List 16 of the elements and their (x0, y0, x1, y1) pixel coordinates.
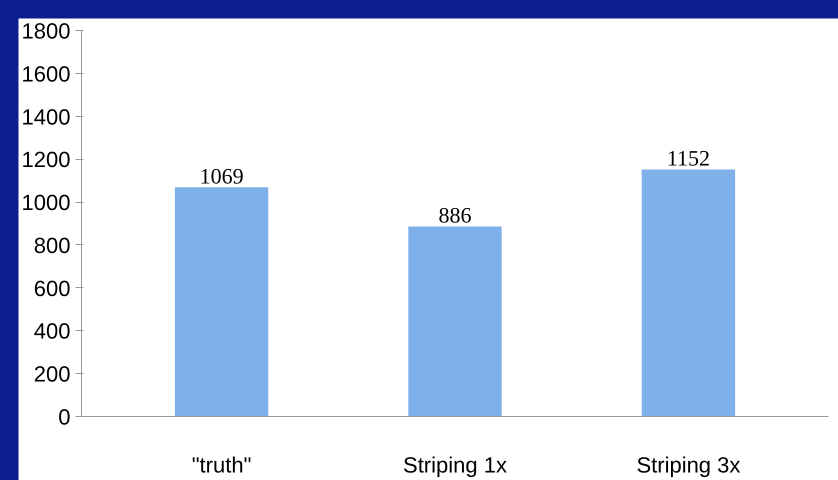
x-tick-label: Striping 1x (403, 452, 507, 478)
y-tick-label: 1200 (22, 147, 71, 172)
y-tick-label: 400 (34, 318, 71, 344)
data-label: 1069 (200, 163, 244, 188)
data-label: 886 (438, 202, 472, 228)
x-tick-label: Striping 3x (636, 452, 740, 478)
y-tick-label: 1600 (22, 61, 71, 86)
y-tick-label: 0 (58, 404, 71, 430)
x-tick-label: "truth" (192, 452, 252, 478)
y-tick-label: 1400 (22, 104, 71, 130)
y-tick-label: 1800 (22, 18, 71, 44)
y-tick-label: 200 (34, 362, 71, 387)
y-tick-label: 1000 (22, 190, 71, 216)
y-tick-label: 600 (34, 276, 71, 301)
y-tick-label: 800 (34, 232, 71, 258)
data-label: 1152 (666, 145, 710, 170)
